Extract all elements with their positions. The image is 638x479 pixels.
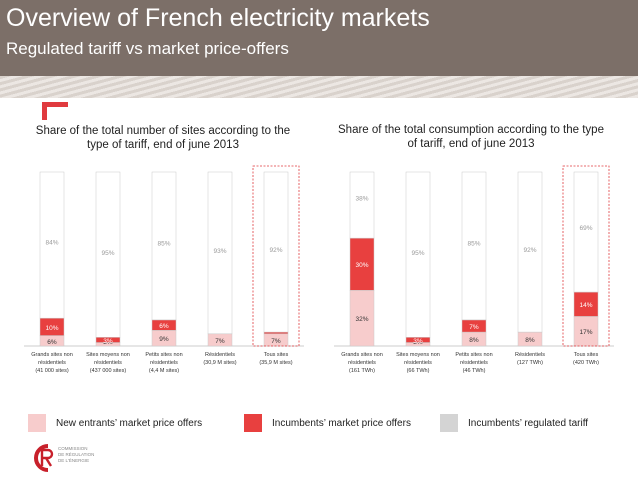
chart1-category-label-4-1: Résidentiels (205, 352, 235, 358)
chart2-category-label-3-1: Petits sites non (455, 352, 492, 358)
chart1-bar-5-series-3 (263, 171, 289, 333)
chart2-bar-5-series-1 (573, 316, 599, 347)
chart1-data-label-3-1: 9% (159, 336, 169, 343)
chart2-data-label-5-1: 17% (579, 329, 592, 336)
chart1-category-label-2-2: résidentiels (94, 360, 122, 366)
chart2-category-label-4-2: (127 TWh) (517, 360, 543, 366)
chart1-data-label-1-2: 10% (45, 325, 58, 332)
chart1-bar-3-series-3 (151, 171, 177, 321)
charts-canvas: 6% 10% 84% Grands sites non résidentiels (41 … (18, 164, 620, 378)
chart2-data-label-2-3: 95% (411, 250, 424, 257)
chart2-data-label-1-1: 32% (355, 316, 368, 323)
legend-swatch-1 (28, 414, 46, 432)
legend-label-3: Incumbents’ regulated tariff (468, 418, 589, 429)
chart1-data-label-1-1: 6% (47, 339, 57, 346)
chart1-category-label-5-2: (35,9 M sites) (259, 360, 292, 366)
header-stripe (0, 76, 638, 98)
chart2-data-label-3-2: 7% (469, 324, 479, 331)
chart2-data-label-4-3: 92% (523, 247, 536, 254)
chart1-bar-4-series-3 (207, 171, 233, 335)
chart1-data-label-2-3: 95% (101, 250, 114, 257)
chart1-category-label-3-2: résidentiels (150, 360, 178, 366)
chart2-data-label-4-1: 8% (525, 337, 535, 344)
chart1-category-label-1-1: Grands sites non (31, 352, 73, 358)
page-title: Overview of French electricity markets (6, 4, 430, 32)
chart1-category-label-5-1: Tous sites (264, 352, 289, 358)
chart1-data-label-5-3: 92% (269, 247, 282, 254)
chart2-category-label-2-1: Sites moyens non (396, 352, 440, 358)
chart2-category-label-3-2: résidentiels (460, 360, 488, 366)
legend-label-2: Incumbents’ market price offers (272, 418, 411, 429)
chart2-bar-5-series-3 (573, 171, 599, 293)
chart1-data-label-2-2: 3% (103, 338, 113, 345)
chart2-bar-1-series-2 (349, 237, 375, 291)
chart2-bar-1-series-1 (349, 290, 375, 347)
cre-logo-text: COMMISSION DE RÉGULATION DE L'ÉNERGIE (58, 446, 95, 463)
chart2-bar-1-series-3 (349, 171, 375, 239)
chart1-data-label-4-3: 93% (213, 248, 226, 255)
chart2-category-label-4-1: Résidentiels (515, 352, 545, 358)
chart2-category-label-5-2: (420 TWh) (573, 360, 599, 366)
chart1-highlight-box (252, 165, 300, 347)
chart1-category-label-1-2: résidentiels (38, 360, 66, 366)
chart1-bar-2-series-3 (95, 171, 121, 338)
chart2-category-label-2-3: (66 TWh) (407, 368, 430, 374)
chart2-data-label-2-2: 3% (413, 338, 423, 345)
legend-swatch-2 (244, 414, 262, 432)
header-bar: Overview of French electricity markets R… (0, 0, 638, 76)
chart1-data-label-5-1: 7% (271, 338, 281, 345)
chart2-title: Share of the total consumption according… (338, 124, 604, 150)
chart2-data-label-3-1: 8% (469, 337, 479, 344)
chart1-category-label-3-1: Petits sites non (145, 352, 182, 358)
chart2-plot: 32% 30% 38% Grands sites non résidentiels (16… (328, 164, 620, 378)
chart2-data-label-1-2: 30% (355, 262, 368, 269)
chart2-bar-4-series-3 (517, 171, 543, 333)
cre-logo: COMMISSION DE RÉGULATION DE L'ÉNERGIE (30, 442, 140, 476)
corner-accent-icon (42, 102, 68, 120)
chart1-plot: 6% 10% 84% Grands sites non résidentiels (41 … (18, 164, 310, 378)
cre-logo-icon (34, 444, 54, 472)
chart2-data-label-5-3: 69% (579, 225, 592, 232)
page-subtitle: Regulated tariff vs market price-offers (6, 39, 289, 58)
chart1-data-label-4-1: 7% (215, 338, 225, 345)
chart1-category-label-4-2: (30,9 M sites) (203, 360, 236, 366)
chart2-category-label-3-3: (46 TWh) (463, 368, 486, 374)
chart1-data-label-3-3: 85% (157, 240, 170, 247)
chart1-data-label-3-2: 6% (159, 323, 169, 330)
chart1-category-label-3-3: (4,4 M sites) (149, 368, 179, 374)
chart1-title: Share of the total number of sites accor… (35, 125, 291, 151)
chart1-category-label-2-3: (437 000 sites) (90, 368, 127, 374)
chart2-category-label-1-1: Grands sites non (341, 352, 383, 358)
chart2-data-label-3-3: 85% (467, 240, 480, 247)
chart2-category-label-2-2: résidentiels (404, 360, 432, 366)
chart2-category-label-5-1: Tous sites (574, 352, 599, 358)
chart2-data-label-1-3: 38% (355, 195, 368, 202)
chart2-highlight-box (562, 165, 610, 347)
chart1-bar-1-series-3 (39, 171, 65, 319)
chart2-category-label-1-2: résidentiels (348, 360, 376, 366)
legend-label-1: New entrants’ market price offers (56, 418, 203, 429)
chart2-bar-5-series-2 (573, 291, 599, 317)
chart1-data-label-1-3: 84% (45, 239, 58, 246)
legend-swatch-3 (440, 414, 458, 432)
chart1-category-label-2-1: Sites moyens non (86, 352, 130, 358)
chart1-category-label-1-3: (41 000 sites) (35, 368, 68, 374)
legend: New entrants’ market price offers Incumbe… (0, 410, 638, 440)
chart2-data-label-5-2: 14% (579, 302, 592, 309)
chart1-bar-5-series-2 (263, 331, 289, 335)
chart2-bar-3-series-3 (461, 171, 487, 321)
chart2-bar-2-series-3 (405, 171, 431, 338)
chart2-category-label-1-3: (161 TWh) (349, 368, 375, 374)
